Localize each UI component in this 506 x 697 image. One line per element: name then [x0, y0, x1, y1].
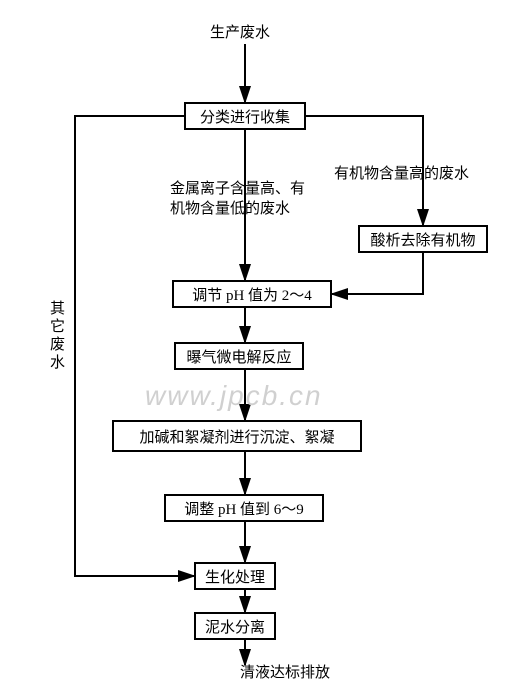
node-sep-label: 泥水分离: [205, 616, 265, 637]
node-bio-label: 生化处理: [205, 566, 265, 587]
node-collect-label: 分类进行收集: [200, 106, 290, 127]
node-out: 清液达标排放: [240, 664, 330, 684]
node-ph69: 调整 pH 值到 6～9: [164, 494, 324, 522]
node-start: 生产废水: [210, 24, 270, 44]
node-ph69-label: 调整 pH 值到 6～9: [184, 498, 304, 519]
node-ph24: 调节 pH 值为 2～4: [172, 280, 332, 308]
edge-label-metal: 金属离子含量高、有 机物含量低的废水: [170, 180, 305, 219]
edge-label-other: 其 它 废 水: [50, 300, 65, 372]
node-acid: 酸析去除有机物: [358, 225, 488, 253]
watermark: www.jpcb.cn: [145, 380, 323, 412]
node-bio: 生化处理: [194, 562, 276, 590]
flowchart-canvas: www.jpcb.cn 生产废水 清液达标排放 分类进行收集 酸析去除有机物 调…: [0, 0, 506, 697]
node-floc: 加碱和絮凝剂进行沉淀、絮凝: [112, 420, 362, 452]
edge-acid-ph24: [332, 253, 423, 294]
edge-label-organic: 有机物含量高的废水: [334, 165, 469, 185]
node-elec-label: 曝气微电解反应: [186, 346, 291, 367]
node-floc-label: 加碱和絮凝剂进行沉淀、絮凝: [139, 426, 334, 447]
node-sep: 泥水分离: [194, 612, 276, 640]
node-elec: 曝气微电解反应: [174, 342, 304, 370]
node-ph24-label: 调节 pH 值为 2～4: [192, 284, 312, 305]
node-acid-label: 酸析去除有机物: [370, 229, 475, 250]
node-collect: 分类进行收集: [184, 102, 306, 130]
